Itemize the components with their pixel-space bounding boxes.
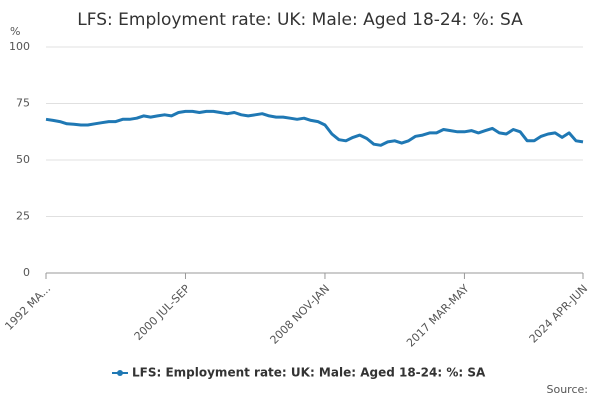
y-axis-label: % — [10, 25, 20, 38]
x-tick-label: 2017 MAR-MAY — [404, 282, 472, 350]
chart-title: LFS: Employment rate: UK: Male: Aged 18-… — [77, 10, 523, 30]
x-tick-label: 1992 MA... — [2, 282, 53, 333]
legend-marker — [117, 370, 123, 376]
x-tick-label: 2024 APR-JUN — [527, 282, 591, 346]
y-tick-label: 0 — [23, 266, 30, 279]
y-tick-label: 50 — [16, 153, 30, 166]
source: Source: — [547, 383, 589, 396]
data-line — [45, 109, 584, 147]
y-tick-label: 100 — [9, 40, 30, 53]
y-tick-label: 25 — [16, 210, 30, 223]
y-tick-label: 75 — [16, 97, 30, 110]
x-tick-label: 2008 NOV-JAN — [268, 282, 333, 347]
x-tick-label: 2000 JUL-SEP — [132, 282, 193, 343]
legend-label: LFS: Employment rate: UK: Male: Aged 18-… — [132, 366, 486, 380]
